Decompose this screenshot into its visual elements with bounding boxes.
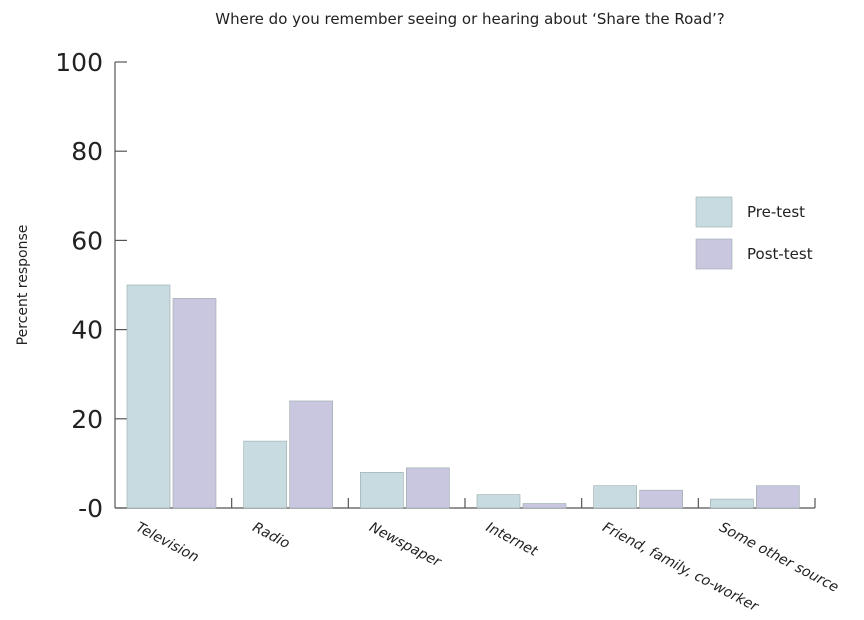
x-tick-label: Internet [483,519,540,560]
bar-post-test-3 [522,503,567,509]
legend-swatch [695,196,733,228]
axes [114,62,815,509]
bar-pre-test-2 [360,472,404,509]
bar-post-test-0 [172,298,217,509]
bar-pre-test-3 [476,494,521,509]
legend-label: Pre-test [747,203,805,221]
bar-post-test-1 [289,400,333,509]
y-tick-label: 20 [71,405,103,434]
y-tick-label: 80 [71,137,103,166]
x-tick-label: Newspaper [366,519,444,571]
bar-post-test-4 [639,489,683,509]
legend: Pre-test Post-test [695,196,813,270]
y-tick-label: -0 [78,494,103,523]
bar-pre-test-4 [593,485,637,509]
y-ticks: 100 80 60 40 20 -0 [55,48,127,523]
y-tick-label: 40 [71,316,103,345]
y-tick-label: 60 [71,226,103,255]
y-axis-label: Percent response [15,225,31,346]
bar-post-test-2 [406,467,450,509]
x-tick-label: Some other source [716,519,841,595]
x-tick-label: Radio [250,519,293,552]
bars [126,284,800,509]
bar-post-test-5 [756,485,800,509]
x-tick-label: Television [133,519,201,565]
chart-title: Where do you remember seeing or hearing … [215,10,724,28]
x-ticks: Television Radio Newspaper Internet Friend, … [133,498,841,616]
legend-label: Post-test [747,245,813,263]
legend-swatch [695,238,733,270]
bar-pre-test-0 [126,284,171,509]
y-tick-label: 100 [55,48,103,77]
bar-pre-test-5 [710,498,754,509]
bar-pre-test-1 [243,440,287,509]
